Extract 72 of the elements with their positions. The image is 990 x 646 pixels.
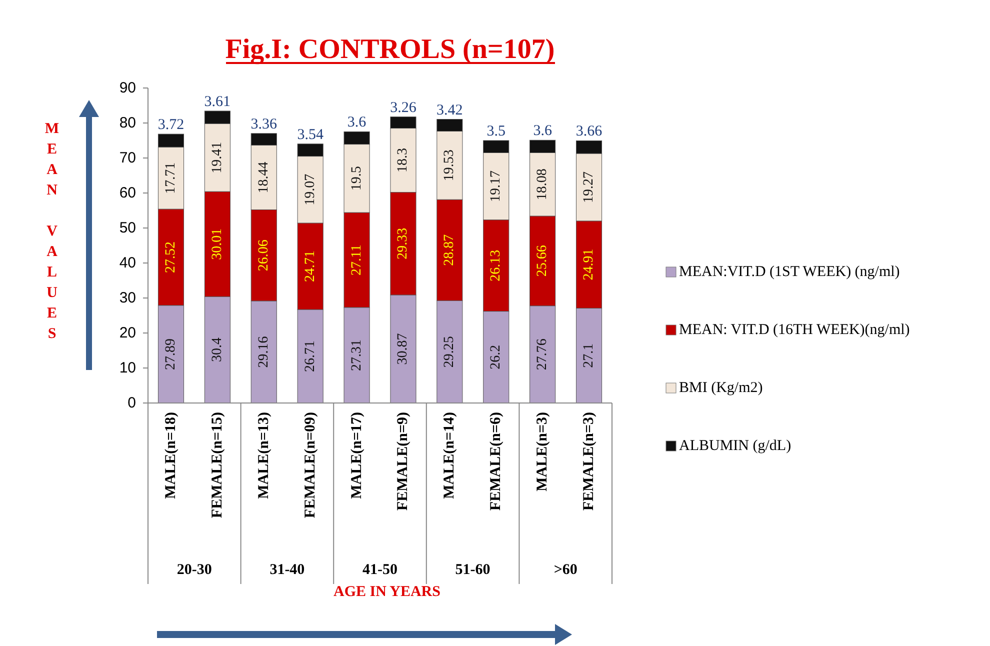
text: 20-30	[176, 562, 212, 578]
text: MEAN VALUES	[44, 121, 60, 342]
data-label: 27.89	[163, 338, 178, 370]
data-label: 19.17	[488, 170, 504, 202]
data-label: 27.52	[163, 241, 178, 273]
x-tick-label: FEMALE(n=9)	[395, 412, 412, 511]
data-label: 3.36	[250, 116, 278, 132]
x-tick-label: FEMALE(n=15)	[209, 412, 226, 518]
y-tick-label: 50	[119, 220, 136, 236]
y-tick-label: 10	[119, 360, 136, 376]
data-label: 27.76	[535, 338, 550, 370]
data-label: 26.13	[488, 250, 504, 282]
data-label: 3.6	[347, 114, 367, 131]
data-label: 19.27	[582, 171, 597, 203]
data-label: 27.1	[582, 343, 597, 368]
y-tick-label: 80	[119, 114, 136, 132]
text: 41-50	[362, 562, 398, 578]
y-tick-label: 90	[119, 80, 136, 96]
data-label: 3.6	[533, 123, 552, 140]
data-label: 3.72	[158, 117, 184, 134]
x-tick-label: MALE(n=3)	[534, 412, 551, 492]
x-tick-label: FEMALE(n=6)	[488, 412, 504, 511]
data-label: 25.66	[535, 245, 550, 277]
x-axis-title: AGE IN YEARS	[334, 584, 440, 600]
x-tick-label: MALE(n=14)	[442, 412, 458, 499]
data-label: 29.33	[396, 228, 411, 260]
data-label: 3.66	[576, 124, 603, 140]
legend-label: MEAN: VIT.D (16TH WEEK)(ng/ml)	[679, 322, 910, 338]
y-tick-label: 70	[119, 150, 136, 166]
data-label: 30.01	[210, 228, 225, 260]
data-label: 19.41	[210, 142, 225, 174]
data-label: 26.71	[302, 340, 318, 372]
chart-title: Fig.I: CONTROLS (n=107)	[225, 34, 555, 65]
data-label: 26.06	[256, 240, 272, 272]
data-label: 19.07	[302, 174, 318, 206]
data-label: 17.71	[163, 162, 178, 194]
y-tick-label: 40	[119, 254, 136, 272]
legend-label: BMI (Kg/m2)	[679, 380, 763, 396]
data-label: 3.26	[390, 100, 417, 116]
x-tick-label: FEMALE(n=3)	[581, 412, 598, 511]
legend-label: ALBUMIN (g/dL)	[679, 438, 792, 454]
data-label: 30.4	[210, 338, 225, 362]
y-tick-label: 60	[119, 184, 136, 202]
legend-label: MEAN:VIT.D (1ST WEEK) (ng/ml)	[679, 264, 900, 280]
data-label: 28.87	[442, 234, 458, 266]
y-tick-label: 0	[128, 394, 136, 412]
data-label: 24.91	[582, 248, 597, 280]
data-label: 26.2	[488, 344, 504, 370]
y-tick-label: 20	[119, 324, 136, 342]
data-label: 19.53	[442, 150, 458, 182]
data-label: 29.25	[442, 336, 458, 368]
data-label: 29.16	[256, 336, 272, 368]
x-tick-label: FEMALE(n=09)	[302, 412, 318, 518]
data-label: 24.71	[302, 250, 318, 282]
data-label: 18.44	[256, 162, 272, 194]
data-label: 3.61	[204, 94, 231, 110]
x-tick-label: MALE(n=18)	[162, 412, 179, 499]
data-label: 18.3	[396, 148, 411, 173]
data-label: 27.31	[349, 339, 364, 371]
y-tick-label: 30	[119, 290, 136, 306]
text: 51-60	[455, 562, 490, 578]
text: >60	[554, 562, 578, 578]
data-label: 3.5	[486, 124, 506, 140]
data-label: 3.54	[297, 126, 324, 143]
text: 31-40	[270, 562, 305, 578]
data-label: 27.11	[349, 244, 364, 276]
data-label: 3.42	[436, 102, 463, 118]
data-label: 18.08	[535, 168, 550, 200]
data-label: 30.87	[396, 333, 411, 365]
data-label: 19.5	[349, 166, 364, 191]
x-tick-label: MALE(n=13)	[256, 412, 272, 499]
x-tick-label: MALE(n=17)	[348, 412, 365, 499]
